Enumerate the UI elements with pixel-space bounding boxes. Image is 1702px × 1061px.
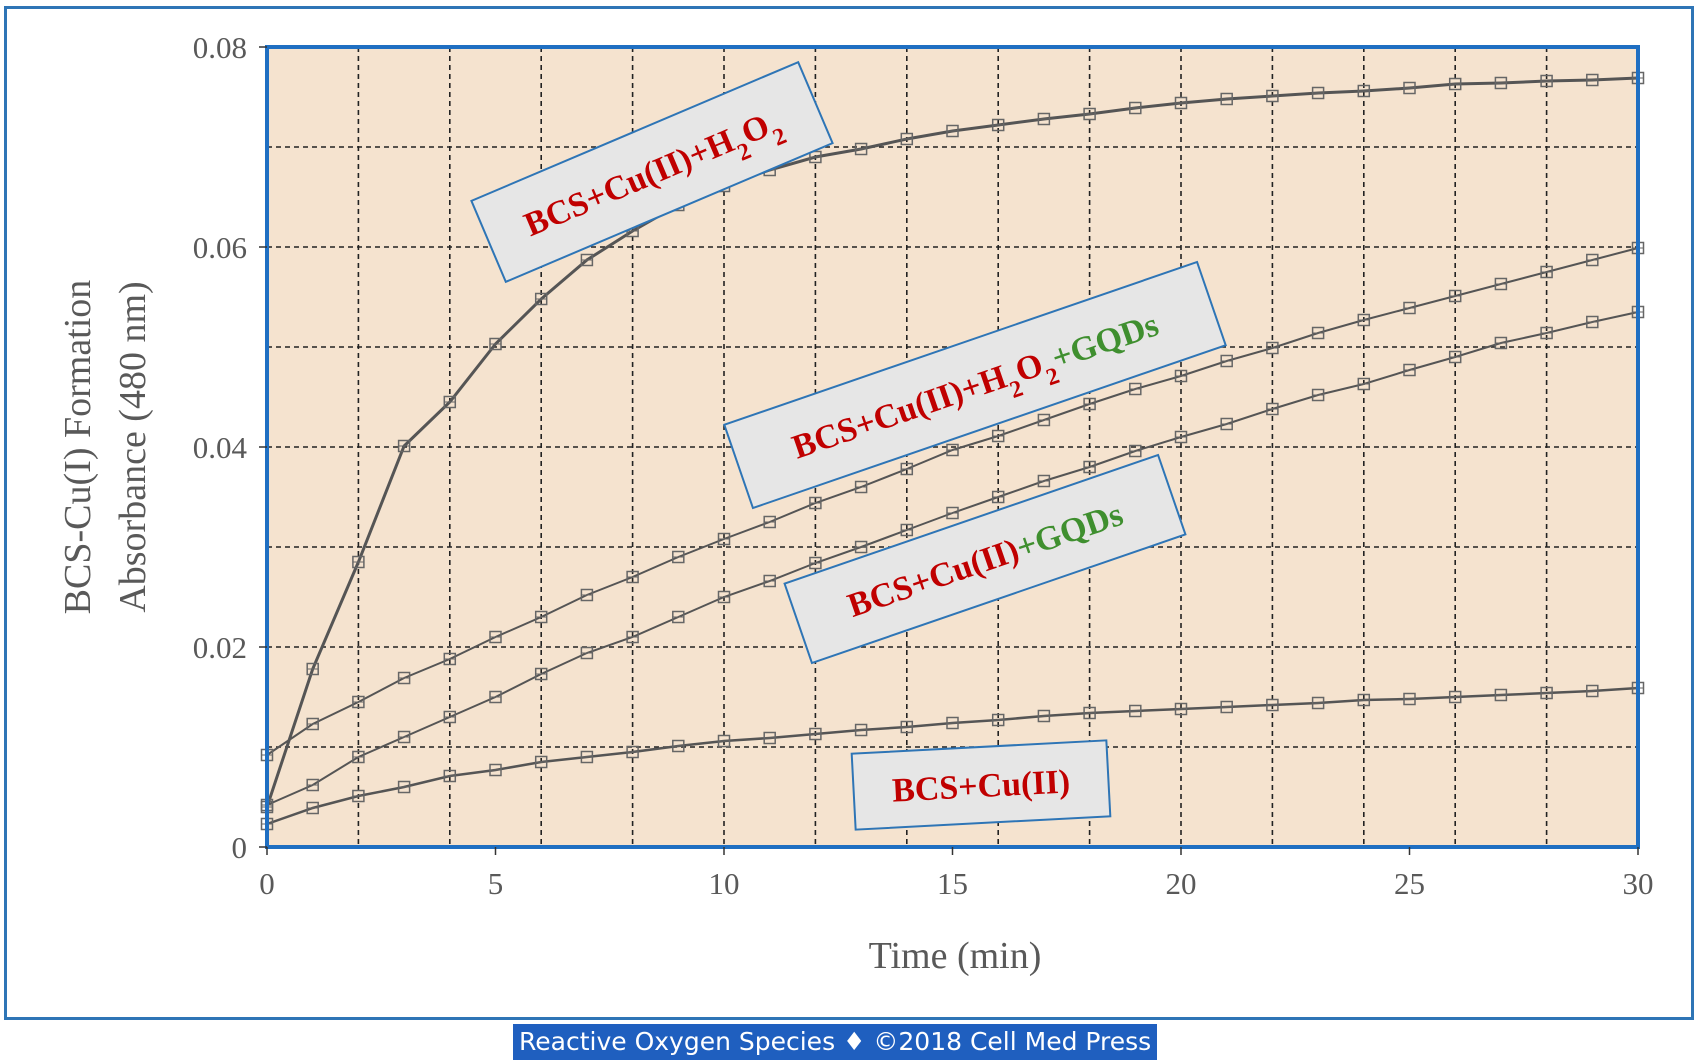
y-tick-label: 0.04 <box>193 430 248 465</box>
series-layer <box>260 71 1645 831</box>
x-tick-label: 0 <box>259 866 275 901</box>
x-tick-label: 5 <box>488 866 504 901</box>
series-4 <box>260 681 1645 831</box>
callout-box <box>850 739 1112 831</box>
y-axis-label-line2: Absorbance (480 nm) <box>112 281 154 612</box>
x-tick-label: 20 <box>1166 866 1197 901</box>
x-tick-label: 15 <box>937 866 968 901</box>
series-callout: BCS+Cu(II)+GQDs <box>783 453 1187 665</box>
y-tick-label: 0.08 <box>193 30 247 65</box>
series-2 <box>260 241 1645 762</box>
series-3 <box>260 305 1645 812</box>
axis-ticks: 0 5 10 15 20 25 30 0 0.02 0.04 0.06 0.08 <box>193 30 1654 901</box>
callout-box <box>723 260 1227 510</box>
footer-banner: Reactive Oxygen Species ♦ ©2018 Cell Med… <box>513 1024 1158 1060</box>
x-tick-label: 30 <box>1623 866 1654 901</box>
x-tick-label: 25 <box>1394 866 1425 901</box>
x-tick-label: 10 <box>709 866 740 901</box>
y-tick-label: 0 <box>232 830 248 865</box>
y-tick-label: 0.06 <box>193 230 247 265</box>
series-callout: BCS+Cu(II)+H2O2+GQDs <box>723 260 1227 510</box>
y-tick-label: 0.02 <box>193 630 247 665</box>
callout-box <box>783 453 1187 665</box>
y-axis-label-line1: BCS-Cu(I) Formation <box>57 280 99 615</box>
series-callout: BCS+Cu(II) <box>850 739 1112 831</box>
series-callouts: BCS+Cu(II)+H2O2BCS+Cu(II)+H2O2+GQDsBCS+C… <box>470 60 1227 831</box>
callout-box <box>470 60 834 284</box>
x-axis-label: Time (min) <box>869 935 1042 977</box>
